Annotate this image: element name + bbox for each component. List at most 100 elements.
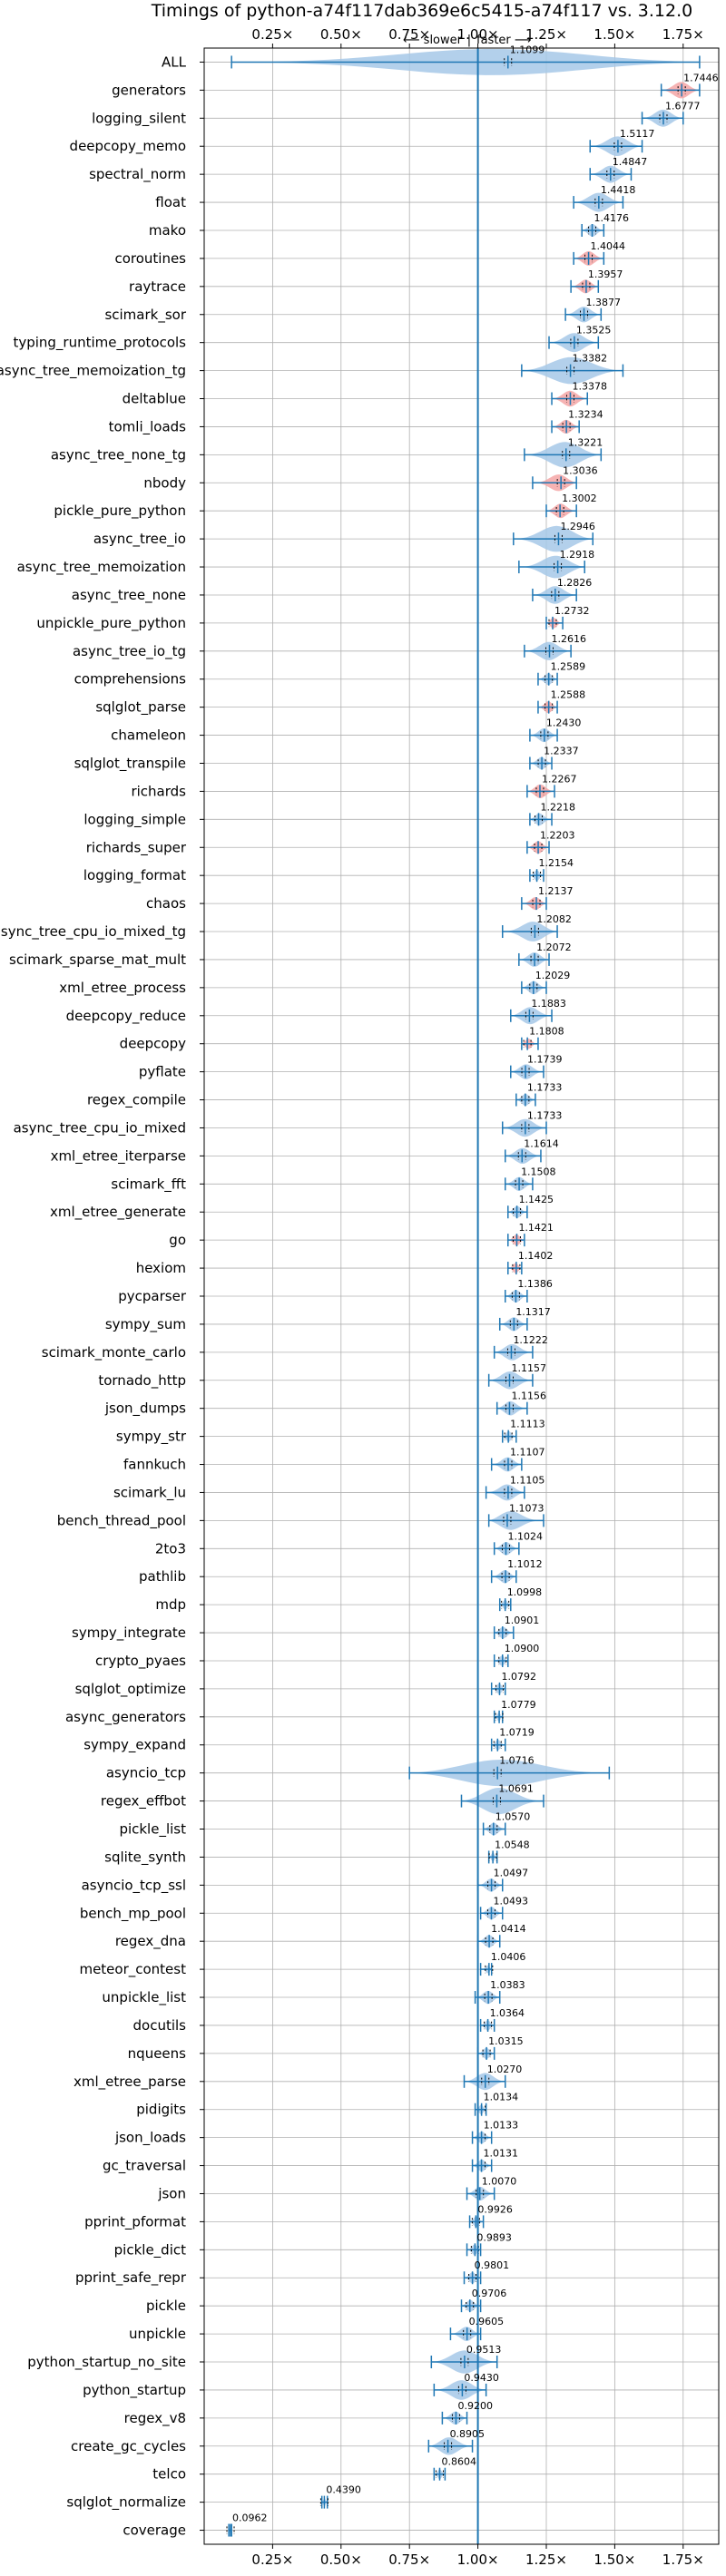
category-label-logging_simple: logging_simple: [83, 811, 186, 828]
top-tick-label-3: 1.00×: [457, 26, 499, 43]
value-label-sqlglot_normalize: 0.4390: [326, 2484, 361, 2496]
violins: [229, 49, 700, 2534]
value-label-asyncio_tcp: 1.0716: [499, 1755, 535, 1767]
value-label-2to3: 1.1024: [507, 1530, 543, 1542]
value-label-comprehensions: 1.2589: [551, 661, 586, 673]
value-label-hexiom: 1.1402: [518, 1250, 554, 1262]
category-label-async_generators: async_generators: [65, 1709, 186, 1726]
bottom-tick-label-2: 0.75×: [388, 2552, 430, 2568]
category-label-regex_dna: regex_dna: [115, 1933, 186, 1950]
category-label-pickle_pure_python: pickle_pure_python: [54, 503, 186, 520]
bottom-tick-label-3: 1.00×: [457, 2552, 499, 2568]
category-label-regex_effbot: regex_effbot: [101, 1793, 186, 1810]
top-tick-label-6: 1.75×: [662, 26, 704, 43]
category-label-pathlib: pathlib: [139, 1568, 186, 1585]
bottom-tick-label-4: 1.25×: [525, 2552, 567, 2568]
category-label-scimark_lu: scimark_lu: [113, 1484, 186, 1501]
value-label-deepcopy_memo: 1.5117: [620, 128, 655, 140]
bottom-tick-label-5: 1.50×: [594, 2552, 635, 2568]
category-label-gc_traversal: gc_traversal: [103, 2158, 186, 2175]
category-label-sqlglot_parse: sqlglot_parse: [95, 699, 186, 717]
category-label-regex_v8: regex_v8: [124, 2410, 186, 2427]
bottom-tick-label-0: 0.25×: [251, 2552, 293, 2568]
category-label-nbody: nbody: [143, 474, 186, 491]
top-tick-label-5: 1.50×: [594, 26, 635, 43]
value-label-deltablue: 1.3378: [572, 381, 607, 393]
value-label-scimark_sor: 1.3877: [586, 297, 622, 308]
category-label-deepcopy_memo: deepcopy_memo: [70, 138, 186, 155]
value-label-mdp: 1.0998: [507, 1586, 543, 1598]
value-label-sqlite_synth: 1.0548: [495, 1839, 530, 1850]
value-label-richards_super: 1.2203: [540, 829, 575, 841]
value-labels: 1.1099 1.7446 1.6777 1.5117 1.4847 1.4418 1.41…: [232, 44, 719, 2523]
category-label-asyncio_tcp: asyncio_tcp: [106, 1765, 186, 1782]
category-label-mdp: mdp: [155, 1596, 186, 1613]
category-label-unpickle: unpickle: [129, 2326, 186, 2342]
value-label-sqlglot_transpile: 1.2337: [544, 745, 579, 756]
category-label-deepcopy_reduce: deepcopy_reduce: [66, 1008, 186, 1025]
value-label-tomli_loads: 1.3234: [568, 408, 603, 420]
value-label-async_tree_memoization_tg: 1.3382: [573, 353, 608, 365]
value-label-asyncio_tcp_ssl: 1.0497: [494, 1867, 529, 1878]
value-label-python_startup_no_site: 0.9513: [466, 2344, 502, 2356]
top-tick-label-0: 0.25×: [251, 26, 293, 43]
value-label-pickle_pure_python: 1.3002: [562, 493, 597, 504]
category-label-async_tree_memoization_tg: async_tree_memoization_tg: [0, 363, 186, 380]
value-label-async_tree_memoization: 1.2918: [560, 549, 595, 561]
category-label-spectral_norm: spectral_norm: [89, 166, 186, 183]
category-label-pycparser: pycparser: [118, 1288, 187, 1304]
category-label-float: float: [155, 194, 186, 210]
value-label-json: 1.0070: [482, 2175, 517, 2187]
category-labels: ALL generators logging_silent deepcopy_memo…: [0, 54, 204, 2539]
value-label-tornado_http: 1.1157: [511, 1362, 546, 1374]
category-label-scimark_sparse_mat_mult: scimark_sparse_mat_mult: [9, 951, 186, 969]
category-label-telco: telco: [152, 2466, 186, 2483]
value-label-scimark_sparse_mat_mult: 1.2072: [536, 942, 572, 953]
category-label-docutils: docutils: [133, 2017, 187, 2034]
value-label-nqueens: 1.0315: [488, 2035, 524, 2047]
value-label-pycparser: 1.1386: [517, 1278, 553, 1290]
category-label-richards_super: richards_super: [86, 839, 187, 856]
category-label-async_tree_none: async_tree_none: [72, 587, 186, 604]
category-label-bench_mp_pool: bench_mp_pool: [80, 1905, 186, 1922]
top-tick-label-2: 0.75×: [388, 26, 430, 43]
category-label-pprint_safe_repr: pprint_safe_repr: [75, 2269, 187, 2287]
category-label-xml_etree_iterparse: xml_etree_iterparse: [51, 1147, 186, 1165]
category-label-python_startup_no_site: python_startup_no_site: [27, 2354, 186, 2371]
category-label-sqlglot_transpile: sqlglot_transpile: [74, 755, 186, 772]
category-label-ALL: ALL: [162, 54, 187, 70]
value-label-richards: 1.2267: [542, 773, 577, 785]
category-label-go: go: [169, 1232, 186, 1248]
value-label-generators: 1.7446: [683, 72, 719, 83]
value-label-meteor_contest: 1.0406: [491, 1951, 526, 1963]
category-label-deltablue: deltablue: [123, 391, 186, 407]
category-label-create_gc_cycles: create_gc_cycles: [71, 2438, 186, 2455]
value-label-logging_silent: 1.6777: [665, 100, 701, 112]
value-label-sympy_sum: 1.1317: [515, 1306, 551, 1318]
annotation-separator: |: [467, 34, 471, 47]
value-label-unpickle_list: 1.0383: [490, 1979, 525, 1991]
value-label-chameleon: 1.2430: [546, 717, 582, 729]
value-label-bench_thread_pool: 1.1073: [509, 1502, 544, 1514]
category-label-asyncio_tcp_ssl: asyncio_tcp_ssl: [82, 1877, 186, 1894]
value-label-bench_mp_pool: 1.0493: [493, 1895, 528, 1907]
category-label-chaos: chaos: [146, 895, 186, 912]
category-label-json_loads: json_loads: [114, 2130, 186, 2147]
category-label-tomli_loads: tomli_loads: [109, 418, 187, 435]
value-label-ALL: 1.1099: [510, 44, 545, 55]
category-label-xml_etree_generate: xml_etree_generate: [50, 1204, 186, 1221]
value-label-pickle_dict: 0.9893: [476, 2231, 512, 2243]
category-label-sympy_integrate: sympy_integrate: [72, 1625, 186, 1642]
slower-annotation: ⟵ slower: [403, 34, 463, 47]
bottom-tick-label-6: 1.75×: [662, 2552, 704, 2568]
category-label-async_tree_cpu_io_mixed_tg: async_tree_cpu_io_mixed_tg: [0, 923, 186, 941]
value-label-pprint_pformat: 0.9926: [477, 2203, 513, 2215]
value-label-xml_etree_parse: 1.0270: [487, 2064, 523, 2075]
category-label-regex_compile: regex_compile: [87, 1092, 186, 1109]
bottom-tick-label-1: 0.50×: [320, 2552, 362, 2568]
category-label-coverage: coverage: [123, 2522, 186, 2539]
grid-lines: [204, 48, 719, 2544]
value-label-scimark_lu: 1.1105: [510, 1474, 545, 1486]
value-label-create_gc_cycles: 0.8905: [450, 2428, 486, 2440]
